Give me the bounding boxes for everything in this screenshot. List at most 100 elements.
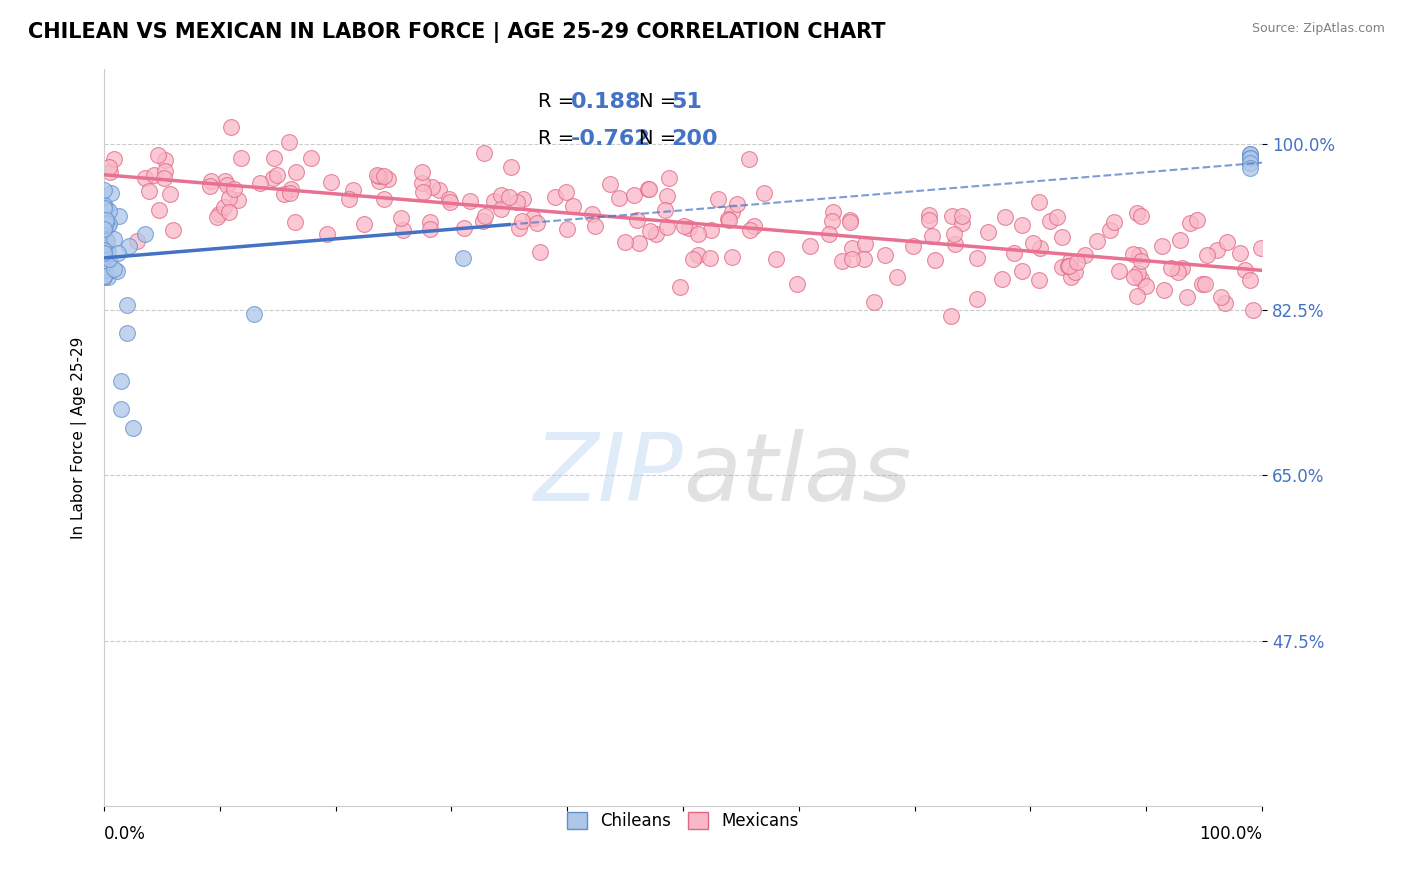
Point — [682, 252, 704, 266]
Point — [583, 219, 606, 234]
Point — [581, 207, 603, 221]
Point — [471, 214, 494, 228]
Point — [1099, 223, 1122, 237]
Point — [373, 169, 395, 183]
Point — [1211, 290, 1233, 304]
Point — [613, 235, 636, 250]
Point — [839, 215, 862, 229]
Point — [93, 246, 115, 260]
Point — [799, 239, 821, 253]
Point — [205, 210, 228, 224]
Point — [218, 205, 240, 219]
Point — [1175, 290, 1198, 304]
Point — [458, 194, 481, 208]
Point — [1239, 156, 1261, 170]
Point — [645, 227, 668, 242]
Point — [451, 251, 474, 265]
Text: 0.0%: 0.0% — [104, 824, 146, 843]
Point — [1060, 270, 1083, 285]
Point — [93, 269, 115, 284]
Point — [526, 215, 548, 229]
Point — [125, 234, 148, 248]
Point — [97, 244, 120, 258]
Point — [506, 195, 529, 210]
Point — [1239, 146, 1261, 161]
Point — [93, 198, 115, 212]
Point — [222, 181, 245, 195]
Point — [96, 256, 118, 270]
Point — [1022, 236, 1045, 251]
Point — [134, 227, 156, 241]
Point — [725, 196, 748, 211]
Point — [96, 201, 118, 215]
Point — [1057, 260, 1080, 274]
Point — [392, 223, 415, 237]
Text: 200: 200 — [672, 128, 718, 149]
Point — [654, 203, 676, 218]
Point — [1122, 270, 1144, 285]
Point — [1171, 260, 1194, 275]
Point — [626, 213, 648, 227]
Point — [94, 239, 117, 253]
Point — [453, 220, 475, 235]
Point — [97, 161, 120, 175]
Point — [93, 269, 115, 284]
Point — [853, 237, 876, 252]
Point — [489, 202, 512, 216]
Point — [752, 186, 775, 200]
Point — [950, 216, 973, 230]
Point — [1125, 289, 1147, 303]
Point — [474, 209, 496, 223]
Point — [115, 298, 138, 312]
Point — [98, 203, 121, 218]
Point — [339, 192, 361, 206]
Point — [1085, 234, 1108, 248]
Point — [510, 213, 533, 227]
Point — [1011, 264, 1033, 278]
Point — [1129, 253, 1152, 268]
Point — [97, 252, 120, 267]
Point — [96, 234, 118, 248]
Point — [377, 172, 399, 186]
Point — [1050, 260, 1073, 274]
Point — [280, 182, 302, 196]
Point — [93, 244, 115, 258]
Text: 100.0%: 100.0% — [1199, 824, 1263, 843]
Point — [439, 195, 461, 210]
Point — [97, 218, 120, 232]
Point — [103, 262, 125, 277]
Point — [148, 148, 170, 162]
Point — [368, 169, 391, 184]
Point — [315, 227, 337, 241]
Point — [1128, 248, 1150, 262]
Point — [738, 223, 761, 237]
Point — [1216, 235, 1239, 249]
Point — [153, 153, 176, 167]
Point — [162, 223, 184, 237]
Point — [1250, 241, 1272, 255]
Point — [366, 168, 388, 182]
Point — [1126, 266, 1149, 280]
Point — [941, 210, 963, 224]
Point — [299, 152, 322, 166]
Point — [218, 191, 240, 205]
Point — [966, 251, 988, 265]
Point — [1168, 233, 1191, 247]
Point — [93, 201, 115, 215]
Point — [501, 160, 523, 174]
Point — [1028, 273, 1050, 287]
Point — [107, 246, 129, 260]
Point — [110, 374, 132, 388]
Point — [821, 214, 844, 228]
Point — [873, 248, 896, 262]
Point — [284, 165, 307, 179]
Point — [918, 208, 941, 222]
Point — [103, 152, 125, 166]
Point — [368, 174, 391, 188]
Point — [721, 205, 744, 219]
Point — [529, 245, 551, 260]
Point — [1239, 152, 1261, 166]
Y-axis label: In Labor Force | Age 25-29: In Labor Force | Age 25-29 — [72, 336, 87, 539]
Point — [142, 169, 165, 183]
Point — [1039, 213, 1062, 227]
